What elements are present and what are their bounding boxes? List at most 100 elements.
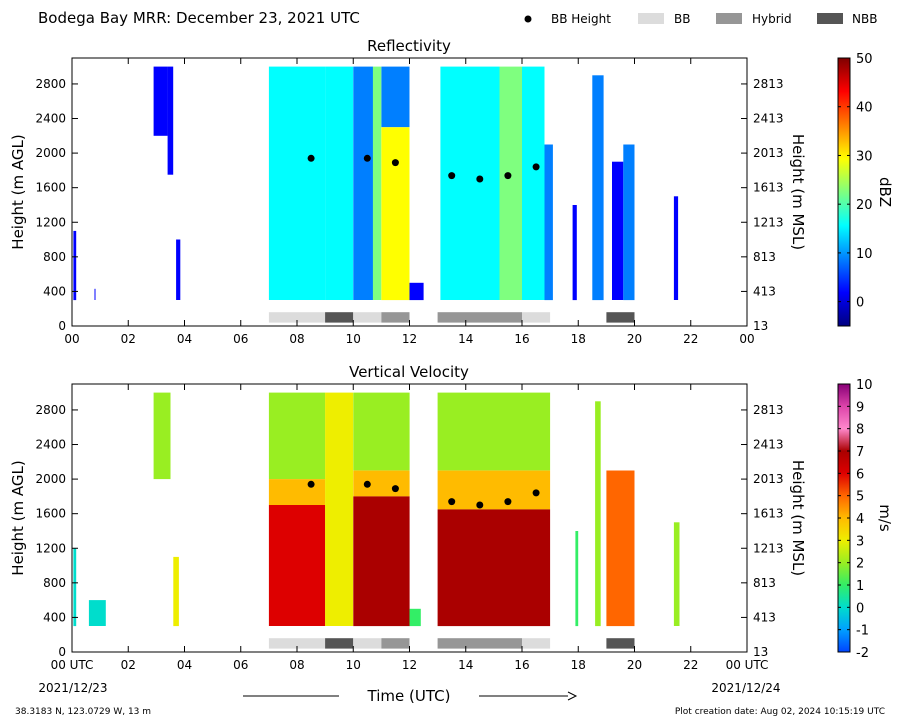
- vertical-velocity-ytick-label: 2000: [35, 472, 66, 486]
- vertical-velocity-ytick-label-right: 1213: [753, 541, 784, 555]
- reflectivity-heatmap-cell: [477, 66, 500, 300]
- vertical-velocity-cbar-tick-label: 10: [856, 378, 873, 393]
- vertical-velocity-cbar-tick-label: -2: [856, 646, 869, 661]
- vertical-velocity-bb-class-bb: [522, 638, 551, 649]
- vertical-velocity-ylabel: Height (m AGL): [9, 460, 27, 575]
- reflectivity-bb-height-point: [307, 154, 315, 162]
- reflectivity-xtick-label: 14: [458, 332, 473, 346]
- reflectivity-xtick-label: 06: [233, 332, 248, 346]
- reflectivity-bb-height-point: [476, 175, 484, 183]
- reflectivity-bb-height-point: [504, 172, 512, 180]
- vertical-velocity-cbar-tick-label: 7: [856, 445, 864, 460]
- reflectivity-data: [73, 66, 679, 323]
- vertical-velocity-cbar-tick-label: 0: [856, 601, 864, 616]
- start-date-label: 2021/12/23: [38, 681, 107, 695]
- reflectivity-cbar-tick-label: 0: [856, 296, 864, 311]
- reflectivity-cbar-tick-label: 30: [856, 149, 873, 164]
- vertical-velocity-heatmap-cell: [173, 556, 179, 627]
- reflectivity-heatmap-cell: [440, 66, 477, 300]
- reflectivity-xtick-label: 04: [177, 332, 192, 346]
- vertical-velocity-ytick-label-right: 1613: [753, 507, 784, 521]
- vertical-velocity-heatmap-cell: [88, 600, 106, 626]
- reflectivity-cbar-label: dBZ: [876, 177, 894, 207]
- reflectivity-ytick-label: 0: [58, 319, 66, 333]
- reflectivity-bb-height-point: [448, 172, 456, 180]
- vertical-velocity-bb-class-bb: [353, 638, 382, 649]
- reflectivity-heatmap-cell: [544, 144, 553, 301]
- vertical-velocity-cbar-label: m/s: [876, 504, 894, 532]
- legend-hybrid-swatch: [716, 13, 742, 24]
- vertical-velocity-cbar-tick-label: 6: [856, 467, 864, 482]
- legend-bb-height-label: BB Height: [551, 12, 611, 26]
- reflectivity-ytick-label: 2000: [35, 146, 66, 160]
- reflectivity-heatmap-cell: [623, 144, 635, 301]
- vertical-velocity-heatmap-cell: [268, 479, 326, 505]
- reflectivity-colorbar-gradient: [837, 57, 851, 327]
- vertical-velocity-heatmap-cell: [268, 392, 326, 480]
- vertical-velocity-ytick-label-right: 413: [753, 610, 776, 624]
- reflectivity-bb-class-nbb: [606, 312, 635, 323]
- reflectivity-ytick-label-right: 13: [753, 319, 768, 333]
- reflectivity-heatmap-cell: [522, 66, 545, 300]
- vertical-velocity-cbar-tick-label: 2: [856, 557, 864, 572]
- reflectivity-xtick-label: 08: [289, 332, 304, 346]
- vertical-velocity-bb-height-point: [391, 485, 399, 493]
- vertical-velocity-heatmap-cell: [575, 531, 579, 627]
- vertical-velocity-bb-class-hybrid: [381, 638, 410, 649]
- vertical-velocity-bb-class-bb: [268, 638, 326, 649]
- reflectivity-ylabel-right: Height (m MSL): [789, 134, 807, 250]
- vertical-velocity-xtick-label: 20: [627, 658, 642, 672]
- vertical-velocity-ytick-label-right: 813: [753, 576, 776, 590]
- reflectivity-xtick-label: 10: [346, 332, 361, 346]
- reflectivity-ytick-label: 400: [43, 284, 66, 298]
- reflectivity-ytick-label-right: 1213: [753, 215, 784, 229]
- vertical-velocity-heatmap-cell: [353, 470, 410, 497]
- reflectivity-bb-class-hybrid: [437, 312, 522, 323]
- vertical-velocity-xtick-label: 04: [177, 658, 192, 672]
- vertical-velocity-heatmap-cell: [673, 522, 680, 626]
- legend-nbb-swatch: [817, 13, 843, 24]
- vertical-velocity-ytick-label: 0: [58, 645, 66, 659]
- vertical-velocity-heatmap-cell: [325, 392, 354, 626]
- end-date-label: 2021/12/24: [711, 681, 780, 695]
- vertical-velocity-heatmap-cell: [409, 608, 421, 627]
- reflectivity-bb-height-point: [363, 154, 371, 162]
- vertical-velocity-ytick-label: 800: [43, 576, 66, 590]
- vertical-velocity-ytick-label: 1200: [35, 541, 66, 555]
- reflectivity-bb-class-bb: [268, 312, 326, 323]
- vertical-velocity-xtick-label: 22: [683, 658, 698, 672]
- reflectivity-xtick-label: 20: [627, 332, 642, 346]
- reflectivity-heatmap-cell: [282, 66, 326, 300]
- vertical-velocity-ytick-label-right: 13: [753, 645, 768, 659]
- reflectivity-heatmap-cell: [325, 66, 354, 300]
- legend: BB Height BB Hybrid NBB: [524, 12, 877, 26]
- reflectivity-bb-class-bb: [353, 312, 382, 323]
- legend-bb-swatch: [638, 13, 664, 24]
- reflectivity-heatmap-cell: [381, 66, 410, 128]
- reflectivity-heatmap-cell: [167, 66, 174, 175]
- vertical-velocity-xtick-label: 18: [571, 658, 586, 672]
- vertical-velocity-ytick-label-right: 2013: [753, 472, 784, 486]
- reflectivity-ytick-label: 2400: [35, 112, 66, 126]
- reflectivity-xtick-label: 00: [739, 332, 754, 346]
- reflectivity-heatmap-cell: [592, 75, 604, 301]
- vertical-velocity-xtick-label: 06: [233, 658, 248, 672]
- reflectivity-bb-height-point: [532, 163, 540, 171]
- vertical-velocity-bb-class-nbb: [325, 638, 354, 649]
- reflectivity-ytick-label: 1600: [35, 181, 66, 195]
- vertical-velocity-heatmap-cell: [268, 505, 326, 626]
- vertical-velocity-ytick-label-right: 2413: [753, 438, 784, 452]
- reflectivity-cbar-tick-label: 20: [856, 198, 873, 213]
- vertical-velocity-xtick-label: 12: [402, 658, 417, 672]
- reflectivity-heatmap-cell: [94, 288, 96, 300]
- vertical-velocity-heatmap-cell: [153, 392, 171, 480]
- reflectivity-bb-height-point: [391, 159, 399, 167]
- vertical-velocity-heatmap-cell: [437, 509, 551, 627]
- reflectivity-heatmap-cell: [353, 66, 373, 300]
- reflectivity-heatmap-cell: [381, 127, 410, 301]
- time-axis-label: Time (UTC): [367, 687, 451, 705]
- reflectivity-ytick-label: 800: [43, 250, 66, 264]
- vertical-velocity-bb-class-hybrid: [437, 638, 522, 649]
- vertical-velocity-xtick-label: 14: [458, 658, 473, 672]
